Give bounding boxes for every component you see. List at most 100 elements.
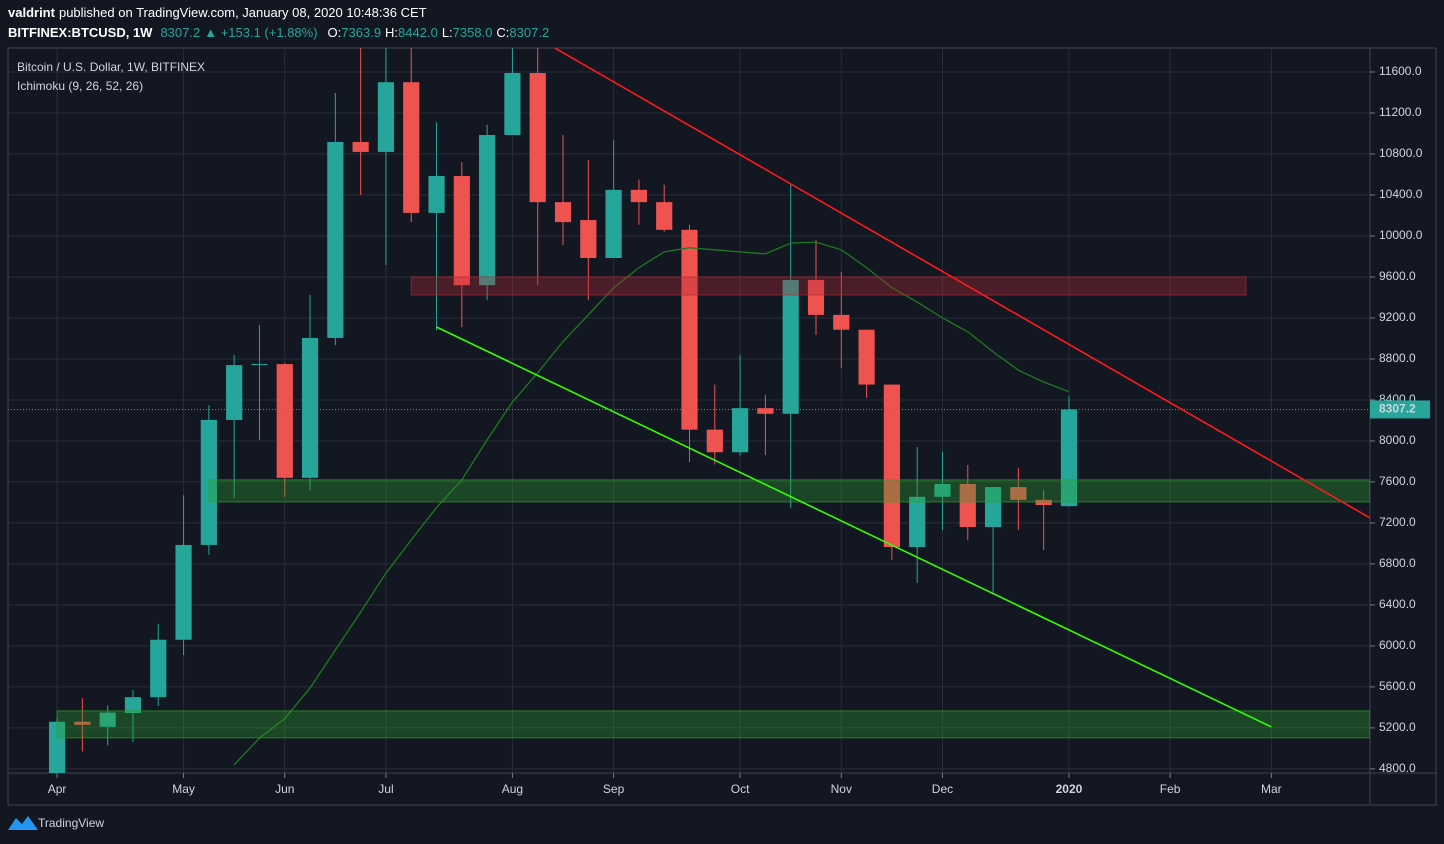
candle-body: [453, 176, 470, 286]
chart-frame: [7, 47, 1437, 806]
x-tick-label: Nov: [831, 782, 852, 796]
candle-body: [782, 280, 799, 414]
ohlc: O:7363.9 H:8442.0 L:7358.0 C:8307.2: [328, 25, 550, 40]
candle-body: [656, 202, 673, 230]
y-tick-label: 10800.0: [1379, 146, 1423, 160]
candle-body: [403, 82, 420, 213]
axes: 4800.0 5200.0 5600.0 6000.0 6400.0 6800.0 7200…: [48, 64, 1430, 796]
publish-line: valdrint published on TradingView.com, Ja…: [8, 5, 427, 20]
candle-body: [630, 189, 648, 203]
brand: TradingView: [38, 816, 104, 830]
candle-body: [352, 141, 369, 152]
candle-body: [479, 135, 496, 286]
quote-line: BITFINEX:BTCUSD, 1W 8307.2 ▲ +153.1 (+1.88…: [8, 25, 549, 40]
candle-body: [529, 73, 546, 203]
x-tick-label: Dec: [932, 782, 953, 796]
last-price-label: 8307.2: [1379, 402, 1416, 416]
y-tick-label: 9600.0: [1379, 269, 1416, 283]
x-tick-label: Apr: [48, 782, 67, 796]
y-tick-label: 5600.0: [1379, 679, 1416, 693]
y-tick-label: 8000.0: [1379, 433, 1416, 447]
candle-body: [554, 202, 572, 223]
published: published on TradingView.com, January 08…: [59, 5, 427, 20]
candle-body: [175, 544, 192, 640]
indicator-legend: Ichimoku (9, 26, 52, 26): [17, 79, 143, 93]
candle-body: [1035, 499, 1052, 505]
ohlc-value: 8307.2: [509, 25, 549, 40]
candle-body: [327, 141, 344, 338]
y-tick-label: 6000.0: [1379, 638, 1416, 652]
candle-body: [909, 496, 926, 548]
y-tick-label: 10000.0: [1379, 228, 1423, 242]
candle-body: [150, 639, 167, 698]
candle-body: [959, 483, 976, 528]
candle-body: [833, 314, 850, 330]
y-tick-label: 10400.0: [1379, 187, 1423, 201]
ohlc-key: O:: [328, 25, 342, 40]
ohlc-value: 7358.0: [453, 25, 493, 40]
y-tick-label: 7200.0: [1379, 515, 1416, 529]
zone: [410, 276, 1247, 296]
candle-body: [99, 712, 116, 727]
candle-body: [858, 329, 875, 385]
x-tick-label: 2020: [1056, 782, 1083, 796]
y-tick-label: 9200.0: [1379, 310, 1416, 324]
candle-body: [276, 364, 293, 478]
y-tick-label: 8800.0: [1379, 351, 1416, 365]
ichimoku-line: [233, 241, 1070, 766]
y-tick-label: 7600.0: [1379, 474, 1416, 488]
ohlc-value: 7363.9: [341, 25, 381, 40]
ohlc-key: L:: [442, 25, 453, 40]
candle-body: [226, 365, 243, 420]
zone: [208, 479, 1370, 503]
candle-body: [428, 176, 445, 213]
last-price: 8307.2: [160, 25, 200, 40]
x-tick-label: Mar: [1261, 782, 1282, 796]
trendline: [436, 326, 1272, 728]
zone: [56, 710, 1370, 739]
x-tick-label: Aug: [502, 782, 523, 796]
trendline: [554, 48, 1370, 519]
x-tick-label: Oct: [731, 782, 750, 796]
candle-body: [1060, 409, 1078, 507]
candle-body: [301, 337, 319, 478]
logo: [8, 816, 38, 830]
candle-body: [757, 408, 774, 414]
x-tick-label: Feb: [1160, 782, 1181, 796]
candle-body: [807, 280, 825, 315]
candle-body: [706, 429, 723, 453]
candle-body: [984, 487, 1002, 528]
x-tick-label: Sep: [603, 782, 625, 796]
x-tick-label: Jul: [378, 782, 393, 796]
y-tick-label: 11200.0: [1379, 105, 1422, 119]
ohlc-key: C:: [496, 25, 509, 40]
candle-body: [580, 220, 597, 258]
plot: [8, 48, 1370, 773]
x-tick-label: Jun: [275, 782, 294, 796]
y-tick-label: 11600.0: [1379, 64, 1422, 78]
author: valdrint: [8, 5, 56, 20]
y-tick-label: 5200.0: [1379, 720, 1416, 734]
change: ▲ +153.1 (+1.88%): [204, 25, 317, 40]
ohlc-key: H:: [385, 25, 398, 40]
candle-body: [732, 408, 749, 453]
y-tick-label: 6400.0: [1379, 597, 1416, 611]
last-price-tag: [1370, 400, 1430, 419]
ohlc-value: 8442.0: [398, 25, 438, 40]
candle-body: [377, 82, 395, 152]
candle-body: [124, 697, 142, 714]
y-tick-label: 4800.0: [1379, 761, 1416, 775]
candle-body: [883, 384, 900, 548]
candle-body: [504, 73, 521, 136]
legend-title: Bitcoin / U.S. Dollar, 1W, BITFINEX: [17, 60, 205, 74]
candle-body: [251, 364, 268, 366]
y-tick-label: 6800.0: [1379, 556, 1416, 570]
candle-body: [48, 721, 66, 773]
candle-body: [1010, 487, 1027, 500]
candle-body: [681, 229, 698, 430]
candle-body: [605, 189, 622, 258]
candle-body: [74, 721, 91, 725]
symbol: BITFINEX:BTCUSD, 1W: [8, 25, 153, 40]
x-tick-label: May: [172, 782, 195, 796]
